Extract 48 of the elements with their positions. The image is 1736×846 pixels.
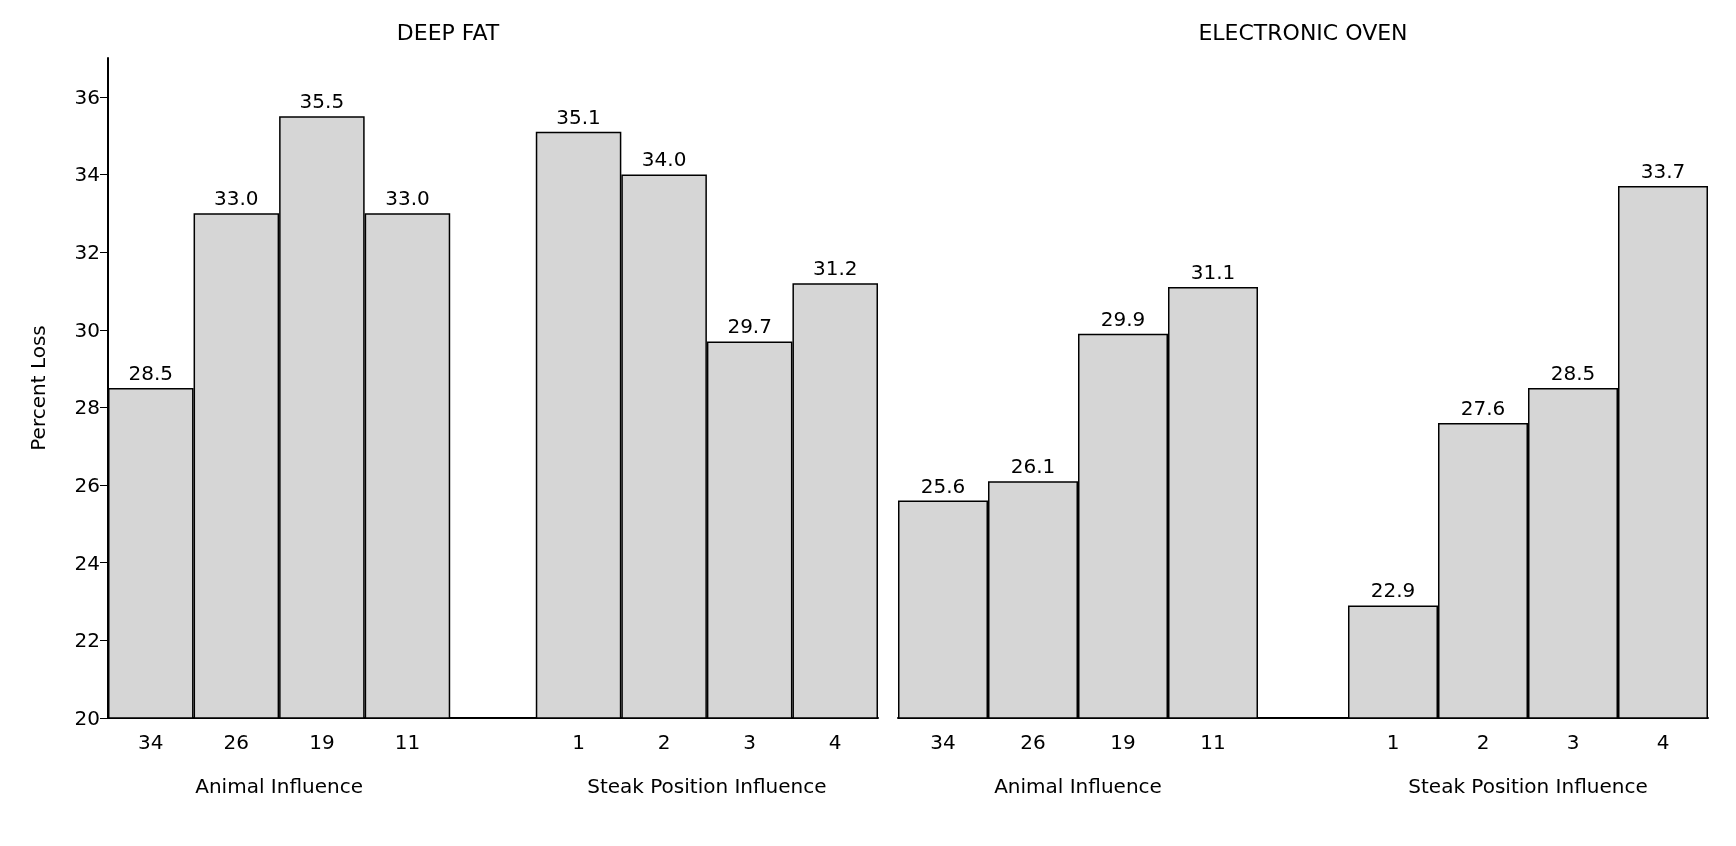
x-tick-label: 1 [572,730,585,754]
text: Animal Influence [195,774,363,798]
x-tick-label: 1 [1386,730,1400,754]
x-tick-label: 4 [1656,730,1670,754]
x-tick-label: 2 [657,730,671,754]
text: Animal Influence [994,774,1162,798]
chart-title: DEEP FAT [396,19,500,45]
y-axis-title: Percent Loss [26,325,50,451]
y-tick-label: 36 [74,84,100,109]
data-label: 31.1 [1190,260,1236,285]
data-label: 33.0 [385,186,430,211]
text: Steak Position Influence [587,774,827,798]
data-label: 26.1 [1010,454,1056,479]
data-label: 28.5 [1550,361,1596,385]
x-tick-label: 4 [828,730,842,754]
data-label: 29.9 [1100,306,1146,331]
x-tick-label: 34 [138,730,164,754]
data-label: 28.5 [128,361,174,385]
y-tick-label: 20 [74,706,100,730]
y-tick-label: 32 [74,240,100,265]
data-label: 33.0 [214,186,259,211]
data-label: 35.1 [556,104,601,129]
x-tick-label: 11 [394,730,421,754]
data-label: 33.7 [1640,159,1686,184]
data-label: 34.0 [641,147,687,172]
x-tick-label: 11 [1200,730,1226,754]
x-tick-label: 26 [223,730,250,754]
y-tick-label: 34 [74,162,100,187]
y-tick-label: 24 [74,550,100,575]
data-label: 25.6 [920,473,966,498]
x-tick-label: 26 [1020,730,1046,754]
y-tick-label: 28 [74,395,100,420]
text: Steak Position Influence [1408,774,1648,798]
data-label: 29.7 [727,314,772,339]
data-label: 31.2 [812,256,858,281]
y-tick-label: 30 [74,317,100,342]
x-tick-label: 2 [1476,730,1490,754]
x-tick-label: 19 [1110,730,1136,754]
x-tick-label: 34 [930,730,956,754]
x-tick-label: 3 [1566,730,1580,754]
x-tick-label: 19 [309,730,335,754]
data-label: 27.6 [1460,395,1506,420]
data-label: 22.9 [1370,578,1416,603]
y-tick-label: 26 [74,473,100,498]
data-label: 35.5 [299,89,345,114]
x-tick-label: 3 [743,730,757,754]
y-tick-label: 22 [74,628,100,653]
chart-title: ELECTRONIC OVEN [1198,19,1408,45]
